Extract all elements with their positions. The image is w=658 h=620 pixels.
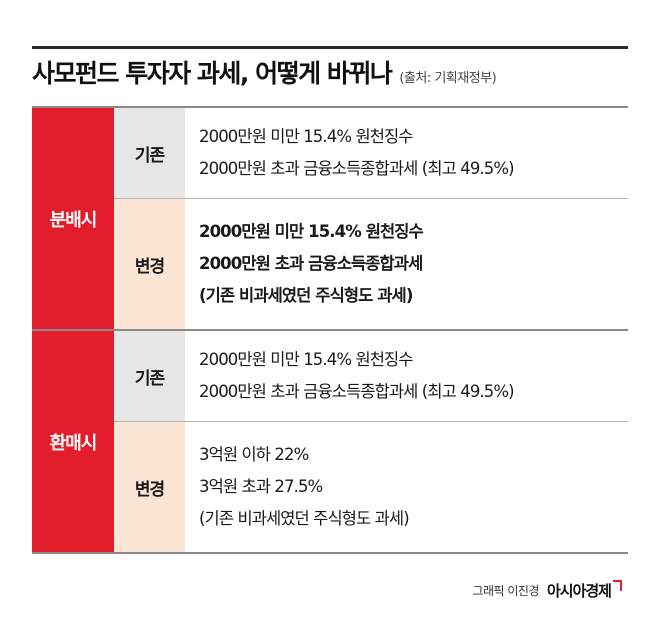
source-note: (출처: 기획재정부) bbox=[399, 71, 497, 86]
top-rule bbox=[32, 46, 628, 49]
row-label-before: 기존 bbox=[114, 331, 185, 421]
graphic-credit: 그래픽 이진경 bbox=[472, 583, 539, 598]
content-line: 2000만원 미만 15.4% 원천징수 bbox=[199, 222, 424, 241]
row-label-after: 변경 bbox=[114, 422, 185, 552]
row-divider bbox=[114, 421, 628, 422]
content-line: (기존 비과세였던 주식형도 과세) bbox=[199, 286, 413, 305]
row-before: 기존 2000만원 미만 15.4% 원천징수 2000만원 초과 금융소득종합… bbox=[114, 108, 628, 198]
row-after: 변경 2000만원 미만 15.4% 원천징수 2000만원 초과 금융소득종합… bbox=[114, 199, 628, 329]
content-line: 2000만원 초과 금융소득종합과세 (최고 49.5%) bbox=[199, 159, 515, 178]
content-line: 3억원 이하 22% bbox=[199, 445, 309, 464]
row-label-before: 기존 bbox=[114, 108, 185, 198]
content-line: (기존 비과세였던 주식형도 과세) bbox=[199, 509, 410, 528]
brand-logo: 아시아경제 bbox=[546, 581, 612, 600]
category-label: 환매시 bbox=[32, 331, 114, 552]
page-title: 사모펀드 투자자 과세, 어떻게 바뀌나 bbox=[32, 59, 393, 88]
content-line: 2000만원 미만 15.4% 원천징수 bbox=[199, 350, 413, 369]
category-label: 분배시 bbox=[32, 108, 114, 329]
row-content: 2000만원 미만 15.4% 원천징수 2000만원 초과 금융소득종합과세 … bbox=[185, 199, 628, 329]
row-label-after: 변경 bbox=[114, 199, 185, 329]
group-rows: 기존 2000만원 미만 15.4% 원천징수 2000만원 초과 금융소득종합… bbox=[114, 108, 628, 329]
tax-table: 분배시 기존 2000만원 미만 15.4% 원천징수 2000만원 초과 금융… bbox=[32, 106, 628, 554]
content-line: 3억원 초과 27.5% bbox=[199, 477, 323, 496]
row-content: 3억원 이하 22% 3억원 초과 27.5% (기존 비과세였던 주식형도 과… bbox=[185, 422, 628, 552]
group-rows: 기존 2000만원 미만 15.4% 원천징수 2000만원 초과 금융소득종합… bbox=[114, 331, 628, 552]
group-redemption: 환매시 기존 2000만원 미만 15.4% 원천징수 2000만원 초과 금융… bbox=[32, 331, 628, 552]
title-row: 사모펀드 투자자 과세, 어떻게 바뀌나 (출처: 기획재정부) bbox=[32, 54, 632, 98]
row-content: 2000만원 미만 15.4% 원천징수 2000만원 초과 금융소득종합과세 … bbox=[185, 108, 628, 198]
content-line: 2000만원 미만 15.4% 원천징수 bbox=[199, 127, 413, 146]
table-top-line bbox=[32, 106, 628, 108]
content-line: 2000만원 초과 금융소득종합과세 (최고 49.5%) bbox=[199, 382, 515, 401]
footer: 그래픽 이진경 아시아경제 bbox=[472, 578, 622, 602]
row-divider bbox=[114, 198, 628, 199]
table-bottom-line bbox=[32, 552, 628, 554]
brand-mark-icon bbox=[613, 579, 622, 591]
group-distribution: 분배시 기존 2000만원 미만 15.4% 원천징수 2000만원 초과 금융… bbox=[32, 108, 628, 329]
row-before: 기존 2000만원 미만 15.4% 원천징수 2000만원 초과 금융소득종합… bbox=[114, 331, 628, 421]
row-after: 변경 3억원 이하 22% 3억원 초과 27.5% (기존 비과세였던 주식형… bbox=[114, 422, 628, 552]
group-divider bbox=[32, 329, 628, 331]
content-line: 2000만원 초과 금융소득종합과세 bbox=[199, 254, 423, 273]
row-content: 2000만원 미만 15.4% 원천징수 2000만원 초과 금융소득종합과세 … bbox=[185, 331, 628, 421]
